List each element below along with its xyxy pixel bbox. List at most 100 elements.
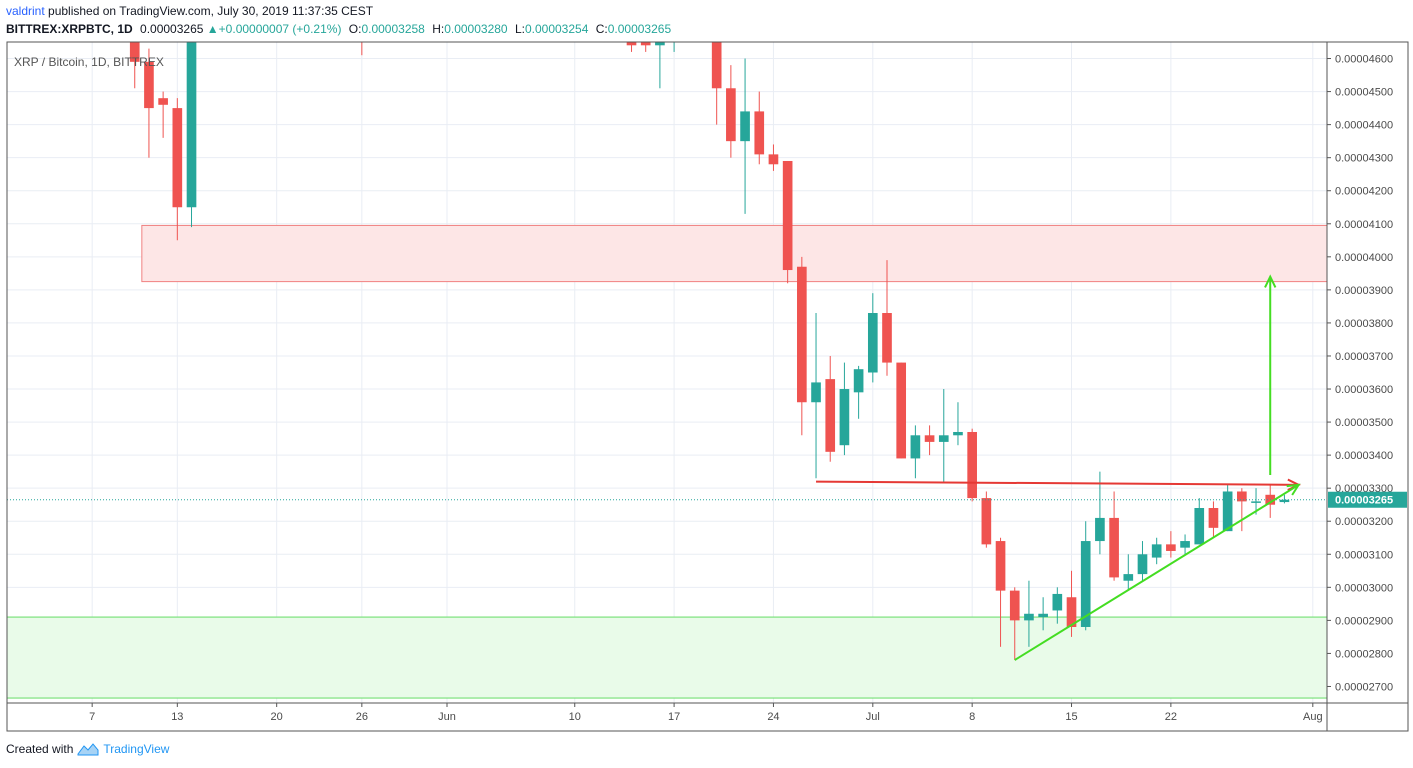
- candle[interactable]: [924, 425, 935, 456]
- candle[interactable]: [981, 491, 992, 548]
- candle[interactable]: [867, 293, 878, 383]
- candle[interactable]: [1166, 531, 1176, 558]
- candle[interactable]: [655, 22, 665, 89]
- low-label: L:: [514, 22, 525, 36]
- candle[interactable]: [1180, 534, 1190, 555]
- candle[interactable]: [740, 58, 750, 214]
- candle-body: [1095, 517, 1105, 542]
- last-price-label: 0.00003265: [1328, 491, 1407, 508]
- price-axis[interactable]: 0.00002700 0.00002800 0.00002900 0.00003000…: [1327, 54, 1407, 694]
- candle[interactable]: [1109, 491, 1119, 581]
- author-link[interactable]: valdrint: [6, 4, 45, 18]
- candle[interactable]: [1024, 580, 1034, 647]
- candle[interactable]: [626, 25, 637, 52]
- candles[interactable]: [129, 0, 1290, 661]
- candle-body: [1237, 491, 1247, 502]
- x-tick-label: 10: [569, 711, 581, 723]
- candle[interactable]: [1194, 498, 1205, 545]
- candle[interactable]: [1038, 597, 1048, 631]
- outer-frame: [6, 41, 1409, 732]
- candle[interactable]: [967, 428, 977, 502]
- candle[interactable]: [144, 48, 154, 158]
- y-tick-label: 0.00003800: [1335, 318, 1393, 330]
- low-value: 0.00003254: [524, 22, 589, 36]
- y-tick-label: 0.00004500: [1335, 87, 1393, 99]
- candle-body: [1279, 499, 1290, 503]
- x-tick-label: Aug: [1303, 711, 1323, 723]
- candle[interactable]: [726, 65, 736, 158]
- candle[interactable]: [186, 0, 197, 228]
- candle[interactable]: [158, 91, 168, 138]
- candle[interactable]: [1137, 541, 1148, 581]
- drawings: [7, 274, 1327, 661]
- candle-body: [867, 313, 878, 373]
- candle[interactable]: [995, 537, 1006, 647]
- candle-body: [1166, 544, 1176, 551]
- y-tick-label: 0.00002800: [1335, 648, 1393, 660]
- candle[interactable]: [938, 389, 949, 482]
- candle-body: [1151, 544, 1162, 558]
- ascending-trendline-arrowhead-icon: [1286, 483, 1301, 496]
- y-tick-label: 0.00003700: [1335, 351, 1393, 363]
- candle[interactable]: [1095, 471, 1105, 555]
- candle[interactable]: [953, 402, 963, 446]
- candle-body: [754, 111, 765, 155]
- candle[interactable]: [1052, 587, 1063, 624]
- candle[interactable]: [669, 22, 679, 52]
- candle-body: [825, 379, 836, 452]
- candle[interactable]: [1151, 537, 1162, 565]
- candle[interactable]: [711, 12, 722, 125]
- candle[interactable]: [896, 362, 907, 459]
- x-tick-label: 22: [1165, 711, 1177, 723]
- candle[interactable]: [768, 144, 779, 171]
- candle[interactable]: [1279, 494, 1290, 504]
- candle[interactable]: [782, 160, 793, 284]
- candle-body: [782, 160, 793, 271]
- candle-body: [924, 435, 935, 442]
- candle-body: [1137, 554, 1148, 575]
- x-tick-label: 7: [89, 711, 95, 723]
- candle[interactable]: [825, 355, 836, 462]
- candle[interactable]: [811, 313, 821, 479]
- candle[interactable]: [797, 256, 807, 436]
- candle[interactable]: [1222, 484, 1233, 532]
- x-tick-label: Jul: [866, 711, 880, 723]
- candle-body: [953, 431, 963, 436]
- candle[interactable]: [172, 98, 183, 241]
- candle-body: [1208, 508, 1219, 528]
- candle-body: [1052, 593, 1063, 611]
- tradingview-link[interactable]: TradingView: [103, 742, 170, 756]
- candle-body: [1080, 541, 1091, 627]
- candle-body: [740, 111, 750, 142]
- target-arrow-arrowhead-icon: [1264, 274, 1277, 288]
- open-value: 0.00003258: [361, 22, 425, 36]
- y-tick-label: 0.00002900: [1335, 615, 1393, 627]
- time-axis[interactable]: 7 13 20 26 Jun 10 17 24 Jul 8 15 22 Aug: [89, 703, 1323, 723]
- candle[interactable]: [640, 29, 651, 52]
- tradingview-logo-icon: [77, 743, 99, 756]
- chart-legend: XRP / Bitcoin, 1D, BITTREX: [14, 55, 164, 69]
- y-tick-label: 0.00004600: [1335, 54, 1393, 66]
- candle[interactable]: [1009, 587, 1020, 661]
- candle[interactable]: [129, 0, 140, 89]
- candle[interactable]: [357, 9, 367, 56]
- ascending-trendline-stroke: [1014, 484, 1300, 661]
- candle[interactable]: [839, 362, 850, 456]
- close-label: C:: [595, 22, 608, 36]
- candle[interactable]: [1237, 488, 1247, 532]
- candle-body: [129, 42, 140, 62]
- candle[interactable]: [1208, 501, 1219, 538]
- x-tick-label: 15: [1065, 711, 1077, 723]
- target-arrow: [1264, 274, 1277, 475]
- candle[interactable]: [754, 91, 765, 165]
- candle-body: [1222, 491, 1233, 532]
- candle[interactable]: [882, 260, 892, 376]
- candle-body: [711, 42, 722, 89]
- candle[interactable]: [853, 365, 864, 419]
- x-tick-label: 26: [356, 711, 368, 723]
- candle[interactable]: [1123, 554, 1134, 591]
- candle-body: [172, 108, 183, 208]
- candle[interactable]: [1080, 521, 1091, 631]
- candle[interactable]: [910, 425, 921, 479]
